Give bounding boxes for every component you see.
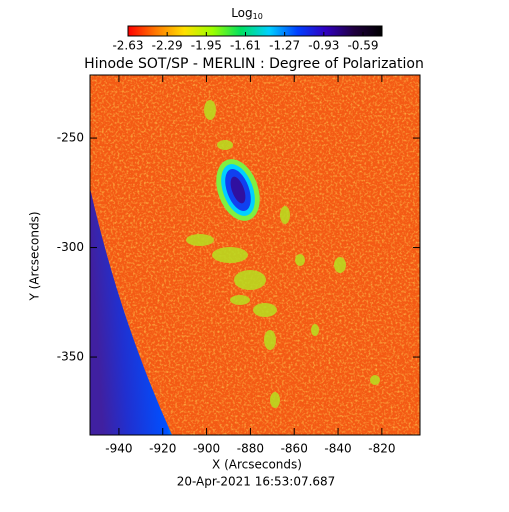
colorbar-tick-label: -1.27 [269,39,300,53]
solar-limb [90,188,172,435]
colorbar-tick-label: -0.93 [308,39,339,53]
x-tick-label: -840 [324,442,351,456]
x-tick-label: -900 [193,442,220,456]
image [90,75,420,435]
x-tick-label: -860 [281,442,308,456]
chart-title: Hinode SOT/SP - MERLIN : Degree of Polar… [84,56,424,72]
x-tick-label: -820 [368,442,395,456]
x-axis-title: X (Arcseconds) [212,458,302,472]
sunspot [216,159,260,221]
timestamp: 20-Apr-2021 16:53:07.687 [177,475,336,489]
colorbar-tick-label: -1.61 [230,39,261,53]
colorbar-tick-label: -1.95 [191,39,222,53]
plot-frame [89,74,421,436]
colorbar-tick-label: -2.63 [112,39,143,53]
plage [186,100,380,408]
x-tick-label: -940 [105,442,132,456]
y-tick-label: -250 [57,131,84,145]
y-tick-label: -350 [57,350,84,364]
y-axis-title: Y (Arcseconds) [28,211,42,301]
y-tick-label: -300 [57,240,84,254]
colorbar [127,25,383,37]
x-tick-label: -920 [149,442,176,456]
x-tick-label: -880 [237,442,264,456]
colorbar-label: Log10 [231,6,263,21]
colorbar-tick-label: -2.29 [152,39,183,53]
colorbar-tick-label: -0.59 [347,39,378,53]
